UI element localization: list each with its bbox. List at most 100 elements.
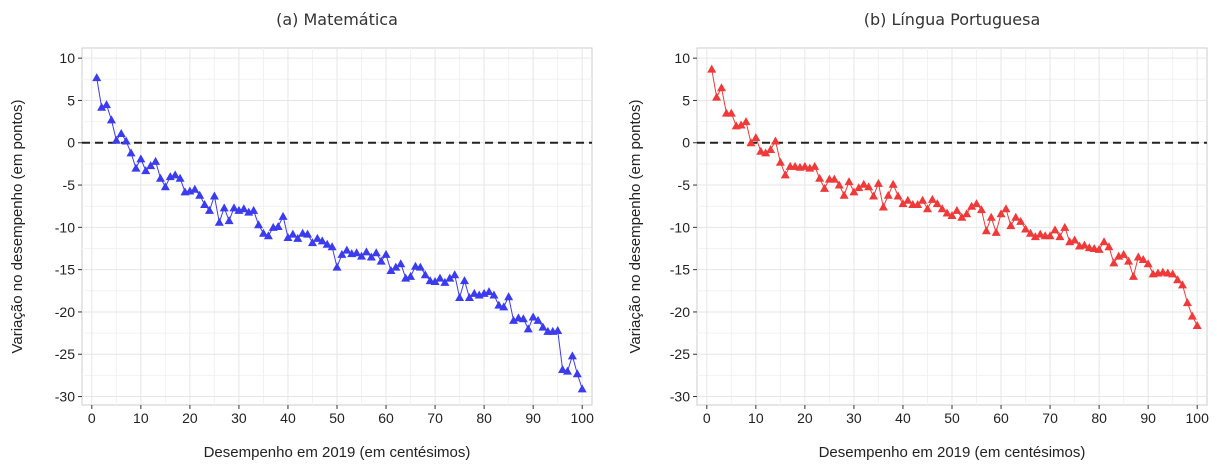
data-point [947, 211, 957, 220]
data-point [766, 145, 776, 154]
x-tick-label: 10 [133, 410, 149, 426]
data-point [396, 259, 406, 268]
data-point [932, 199, 942, 208]
data-point [263, 231, 273, 240]
data-point [1050, 225, 1060, 234]
data-point [371, 248, 381, 257]
data-point [518, 314, 528, 323]
data-point [337, 249, 347, 258]
data-point [352, 248, 362, 257]
data-point [1025, 228, 1035, 237]
y-tick-label: -10 [55, 219, 75, 235]
data-point [381, 249, 391, 258]
data-point [209, 191, 219, 200]
x-tick-label: 70 [1042, 410, 1058, 426]
y-tick-label: -5 [678, 177, 691, 193]
x-tick-label: 40 [895, 410, 911, 426]
data-point [249, 205, 259, 214]
data-point [200, 200, 210, 209]
data-point [366, 252, 376, 261]
data-point [224, 216, 234, 225]
data-point [239, 204, 249, 213]
data-point [927, 194, 937, 203]
data-point [494, 300, 504, 309]
data-point [1192, 320, 1202, 329]
data-point [126, 148, 136, 157]
data-point [844, 177, 854, 186]
data-point [376, 256, 386, 265]
data-point [406, 271, 416, 280]
data-point [415, 262, 425, 271]
y-tick-label: -5 [63, 177, 76, 193]
data-point [357, 251, 367, 260]
x-tick-label: 30 [231, 410, 247, 426]
data-point [859, 179, 869, 188]
data-point [151, 156, 161, 165]
x-tick-label: 80 [476, 410, 492, 426]
data-point [1006, 221, 1016, 230]
x-tick-label: 0 [88, 410, 96, 426]
data-point [205, 205, 214, 214]
data-point [1119, 249, 1129, 258]
data-point [942, 208, 952, 217]
data-point [121, 136, 131, 145]
data-point [361, 247, 371, 256]
x-tick-label: 60 [378, 410, 394, 426]
x-tick-label: 0 [703, 410, 711, 426]
x-tick-label: 10 [748, 410, 764, 426]
data-point [562, 366, 572, 375]
data-point [116, 128, 126, 137]
data-point [136, 154, 146, 163]
data-point [937, 204, 947, 213]
data-point [815, 173, 825, 182]
data-point [820, 183, 829, 192]
data-point [254, 220, 264, 229]
data-point [726, 108, 736, 117]
data-point [288, 229, 298, 238]
data-point [567, 351, 577, 360]
data-point [450, 270, 460, 279]
chart-title: (b) Língua Portuguesa [864, 10, 1041, 29]
data-point [1094, 244, 1104, 253]
data-point [303, 229, 313, 238]
data-point [1173, 275, 1183, 284]
data-point [957, 212, 967, 221]
data-point [229, 203, 239, 212]
y-tick-label: -20 [55, 304, 75, 320]
data-point [780, 170, 790, 179]
x-tick-label: 100 [1186, 410, 1210, 426]
data-point [873, 178, 883, 187]
data-point [1021, 224, 1031, 233]
data-point [1060, 222, 1070, 231]
data-point [883, 190, 893, 199]
y-tick-label: 5 [682, 92, 690, 108]
data-point [293, 233, 303, 242]
data-point [455, 293, 465, 302]
data-point [922, 204, 932, 213]
x-tick-label: 80 [1091, 410, 1107, 426]
data-point [386, 265, 396, 274]
x-tick-label: 90 [525, 410, 541, 426]
data-point [1001, 204, 1011, 213]
data-point [219, 203, 229, 212]
data-point [1011, 212, 1021, 221]
data-point [1045, 231, 1055, 240]
y-tick-label: -25 [55, 346, 75, 362]
data-point [962, 209, 972, 218]
data-point [1143, 259, 1153, 268]
data-point [1099, 237, 1109, 246]
data-point [1124, 256, 1134, 265]
data-point [864, 182, 874, 191]
data-point [509, 315, 519, 324]
data-point [92, 73, 102, 82]
data-point [756, 146, 766, 155]
data-point [342, 245, 352, 254]
data-point [888, 179, 898, 188]
data-point [918, 195, 928, 204]
data-point [572, 369, 582, 378]
data-point [504, 292, 514, 301]
data-point [1138, 254, 1148, 263]
data-point [854, 183, 864, 192]
x-tick-label: 40 [280, 410, 296, 426]
